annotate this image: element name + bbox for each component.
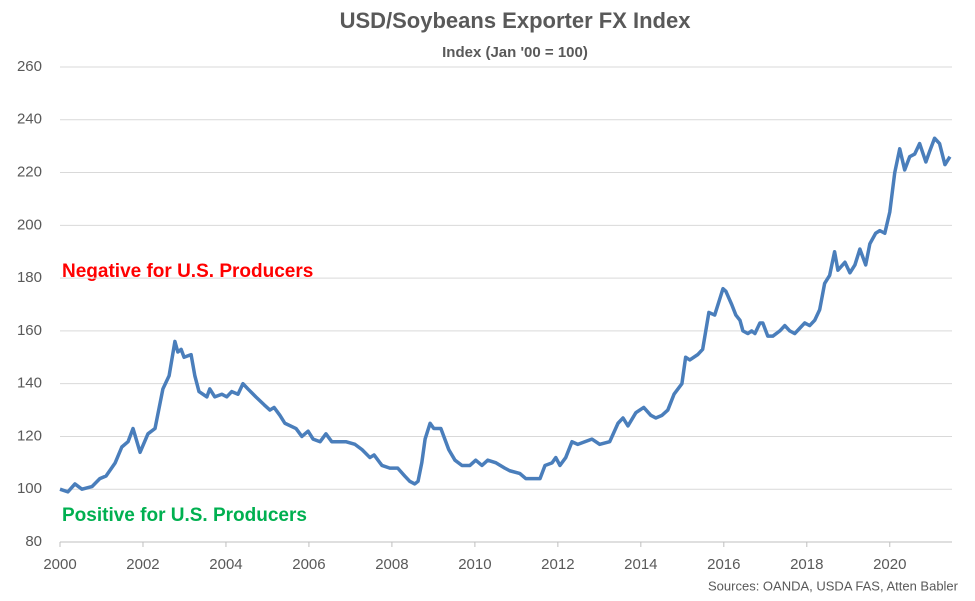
x-tick-label: 2008 <box>375 556 408 573</box>
x-tick-label: 2014 <box>624 556 657 573</box>
x-tick-label: 2020 <box>873 556 906 573</box>
x-tick-label: 2006 <box>292 556 325 573</box>
y-tick-label: 200 <box>17 216 42 233</box>
x-tick-label: 2010 <box>458 556 491 573</box>
y-tick-label: 260 <box>17 58 42 75</box>
x-tick-label: 2002 <box>126 556 159 573</box>
source-note: Sources: OANDA, USDA FAS, Atten Babler <box>708 578 959 593</box>
y-tick-label: 140 <box>17 375 42 392</box>
x-tick-label: 2012 <box>541 556 574 573</box>
x-tick-label: 2000 <box>43 556 76 573</box>
chart-title: USD/Soybeans Exporter FX Index <box>340 8 692 33</box>
y-tick-label: 100 <box>17 480 42 497</box>
annotation: Negative for U.S. Producers <box>62 261 313 282</box>
y-tick-label: 220 <box>17 164 42 181</box>
x-tick-label: 2004 <box>209 556 242 573</box>
y-tick-label: 160 <box>17 322 42 339</box>
y-tick-label: 180 <box>17 269 42 286</box>
chart-subtitle: Index (Jan '00 = 100) <box>442 44 588 61</box>
y-tick-label: 80 <box>25 533 42 550</box>
data-line <box>59 136 952 494</box>
y-tick-label: 120 <box>17 427 42 444</box>
y-tick-label: 240 <box>17 111 42 128</box>
annotation: Positive for U.S. Producers <box>62 505 307 526</box>
x-tick-label: 2018 <box>790 556 823 573</box>
x-tick-label: 2016 <box>707 556 740 573</box>
